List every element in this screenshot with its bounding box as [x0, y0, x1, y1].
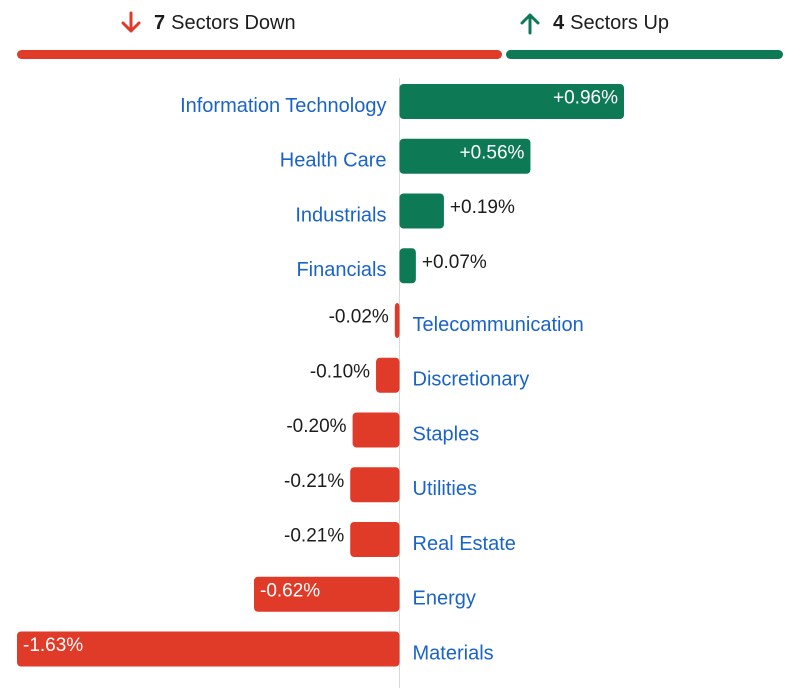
value-label-1: +0.56% — [459, 142, 524, 163]
value-label-6: -0.20% — [286, 416, 346, 437]
value-label-9: -0.62% — [260, 580, 320, 601]
sectors-up-count: 4 — [553, 11, 565, 34]
sector-label-0[interactable]: Information Technology — [180, 95, 386, 117]
value-label-5: -0.10% — [310, 361, 370, 382]
value-label-8: -0.21% — [284, 526, 344, 547]
sectors-up-label: Sectors Up — [570, 11, 670, 34]
bar-6[interactable] — [352, 412, 400, 448]
arrow-down-icon — [121, 11, 141, 33]
sectors-down-ratio-bar — [17, 50, 502, 59]
bar-9[interactable] — [254, 576, 400, 612]
bar-10[interactable] — [17, 631, 400, 667]
sector-label-10[interactable]: Materials — [413, 642, 494, 664]
bar-8[interactable] — [350, 522, 400, 557]
sector-label-7[interactable]: Utilities — [413, 478, 477, 500]
sector-label-5[interactable]: Discretionary — [413, 369, 530, 391]
sector-label-2[interactable]: Industrials — [295, 204, 386, 226]
bar-2[interactable] — [399, 193, 444, 229]
bar-0[interactable] — [399, 84, 625, 119]
bar-5[interactable] — [376, 357, 400, 393]
sectors-up-ratio-bar — [505, 50, 783, 59]
sectors-down-count: 7 — [154, 11, 166, 34]
value-label-0: +0.96% — [553, 88, 618, 109]
value-label-7: -0.21% — [284, 471, 344, 492]
bar-4[interactable] — [394, 303, 400, 338]
bar-7[interactable] — [350, 467, 400, 503]
bar-3[interactable] — [399, 248, 416, 284]
sector-label-4[interactable]: Telecommunication — [413, 314, 584, 336]
sector-label-1[interactable]: Health Care — [280, 150, 387, 172]
value-label-4: -0.02% — [329, 307, 389, 328]
value-label-10: -1.63% — [23, 635, 83, 656]
sector-label-8[interactable]: Real Estate — [413, 533, 516, 555]
value-label-3: +0.07% — [422, 252, 487, 273]
value-label-2: +0.19% — [450, 197, 515, 218]
arrow-up-icon — [520, 13, 540, 35]
sectors-down-summary: 7 Sectors Down — [118, 8, 296, 38]
sectors-up-summary: 4 Sectors Up — [517, 8, 669, 38]
sector-label-9[interactable]: Energy — [413, 588, 476, 610]
sectors-down-label: Sectors Down — [171, 11, 296, 34]
sector-label-6[interactable]: Staples — [413, 423, 480, 445]
bar-1[interactable] — [399, 138, 531, 174]
sector-label-3[interactable]: Financials — [296, 259, 386, 281]
